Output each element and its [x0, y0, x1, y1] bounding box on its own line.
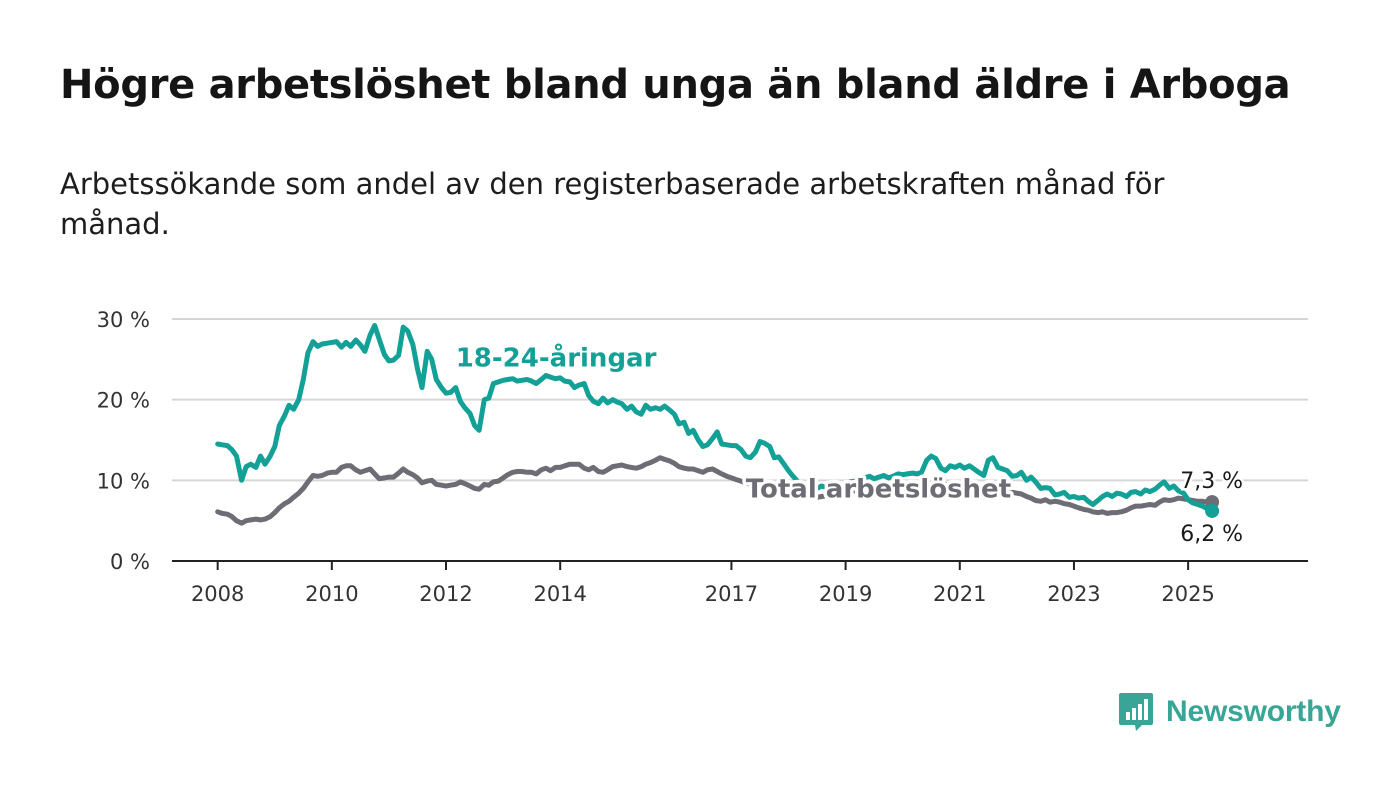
y-tick-label: 20 % — [97, 389, 150, 413]
series-end-marker-youth — [1205, 503, 1220, 518]
chart-subtitle: Arbetssökande som andel av den registerb… — [60, 167, 1165, 241]
brand[interactable]: Newsworthy — [1118, 690, 1341, 734]
x-tick-label: 2012 — [419, 582, 472, 606]
x-tick-label: 2019 — [819, 582, 872, 606]
end-value-label-youth: 6,2 % — [1180, 522, 1243, 547]
y-tick-label: 0 % — [110, 550, 150, 574]
series-line-total — [215, 455, 1215, 526]
end-value-label-total: 7,3 % — [1180, 469, 1243, 494]
series-label-total: Total arbetslöshet — [746, 474, 1011, 504]
x-tick-label: 2021 — [933, 582, 986, 606]
y-tick-label: 30 % — [97, 308, 150, 332]
y-tick-label: 10 % — [97, 469, 150, 493]
x-tick-label: 2023 — [1047, 582, 1100, 606]
series-line-youth — [215, 323, 1215, 514]
x-tick-label: 2014 — [533, 582, 586, 606]
x-tick-label: 2025 — [1161, 582, 1214, 606]
chart-title: Högre arbetslöshet bland unga än bland ä… — [60, 62, 1291, 108]
x-tick-label: 2008 — [191, 582, 244, 606]
x-tick-label: 2010 — [305, 582, 358, 606]
newsworthy-logo-icon — [1119, 693, 1153, 731]
x-tick-label: 2017 — [705, 582, 758, 606]
brand-name: Newsworthy — [1166, 695, 1341, 728]
series-label-youth: 18-24-åringar — [456, 342, 657, 374]
